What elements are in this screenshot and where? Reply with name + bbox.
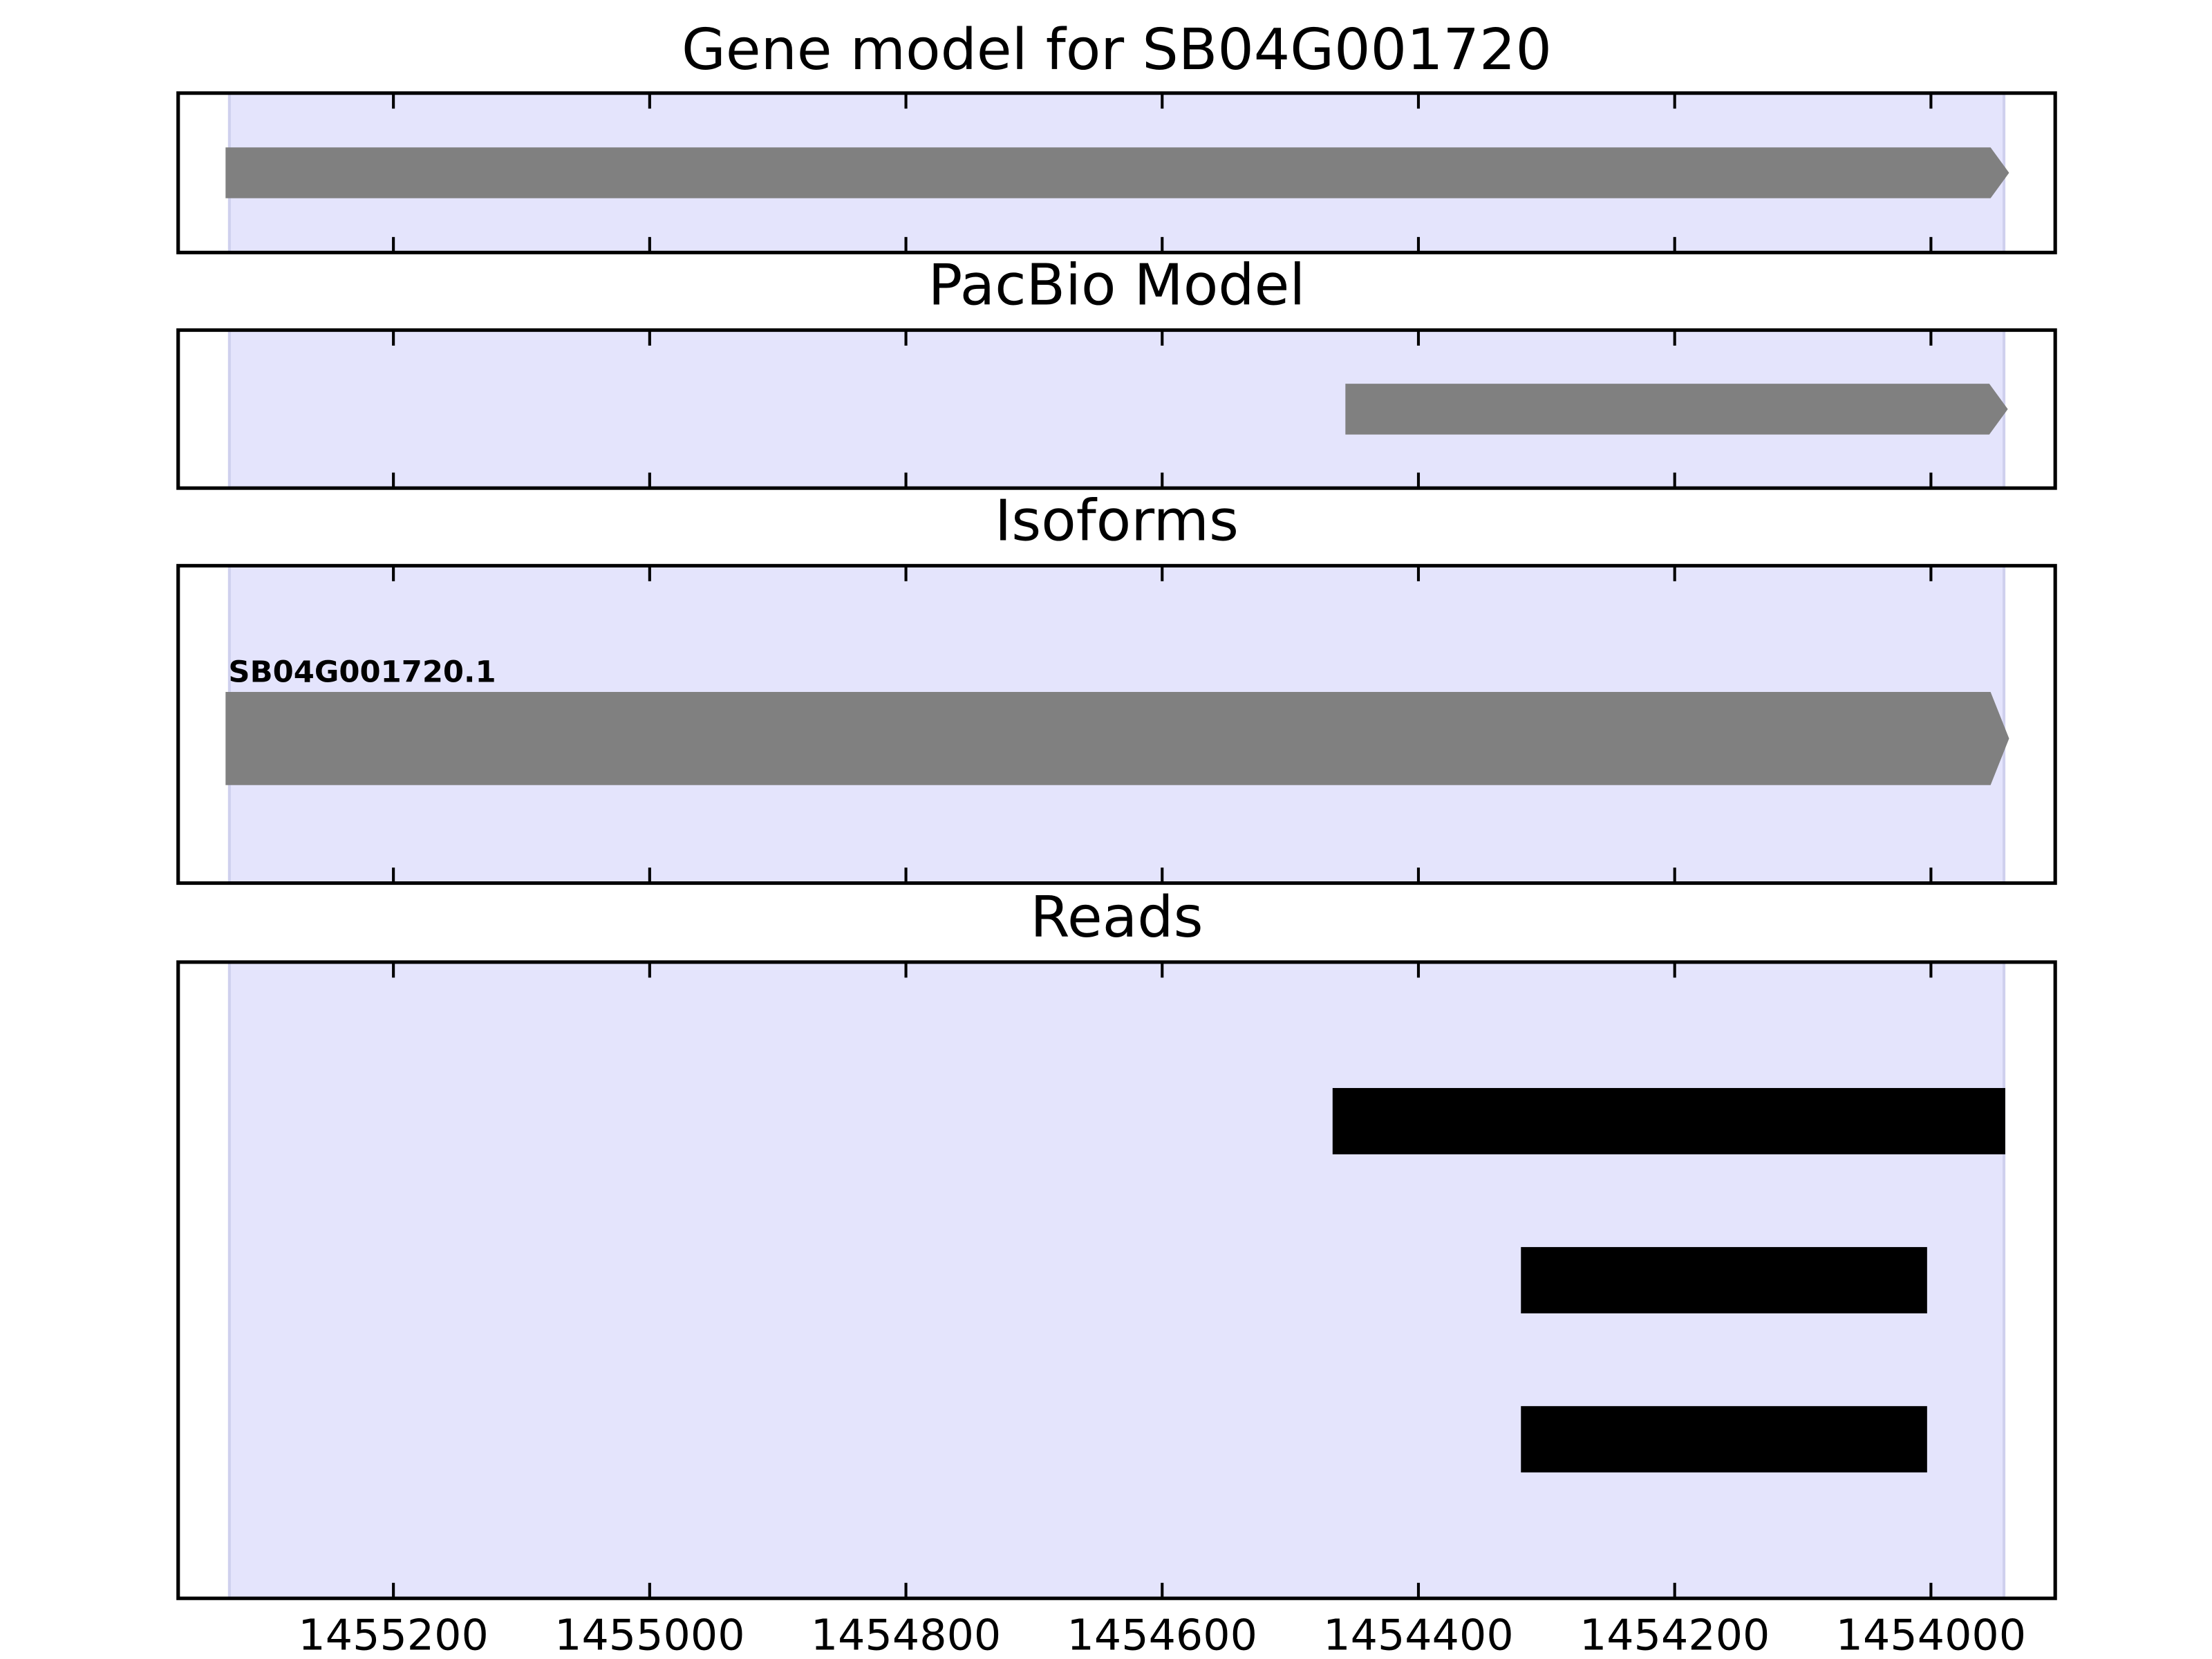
feature-label: SB04G001720.1: [228, 655, 496, 690]
panel-title: Gene model for SB04G001720: [682, 17, 1552, 83]
feature: [1345, 384, 2008, 435]
panel-title: Reads: [1030, 885, 1203, 950]
read: [1521, 1247, 1927, 1313]
x-tick-label: 1454400: [1323, 1611, 1513, 1659]
x-tick-label: 1454200: [1580, 1611, 1770, 1659]
read: [1521, 1406, 1927, 1473]
x-tick-label: 1455200: [298, 1611, 488, 1659]
panel-frame: [176, 328, 2057, 490]
x-tick-label: 1455000: [554, 1611, 744, 1659]
panel-title: PacBio Model: [928, 253, 1306, 319]
x-tick-label: 1454800: [811, 1611, 1001, 1659]
x-tick-label: 1454000: [1836, 1611, 2026, 1659]
panel-frame: [176, 960, 2057, 1600]
panel-frame: [176, 563, 2057, 885]
x-tick-label: 1454600: [1067, 1611, 1257, 1659]
panel-title: Isoforms: [995, 489, 1239, 554]
panel-frame: [176, 91, 2057, 254]
feature: [225, 692, 2009, 785]
read: [1332, 1087, 2005, 1154]
feature: [225, 147, 2009, 198]
highlight-region: [227, 328, 2006, 490]
